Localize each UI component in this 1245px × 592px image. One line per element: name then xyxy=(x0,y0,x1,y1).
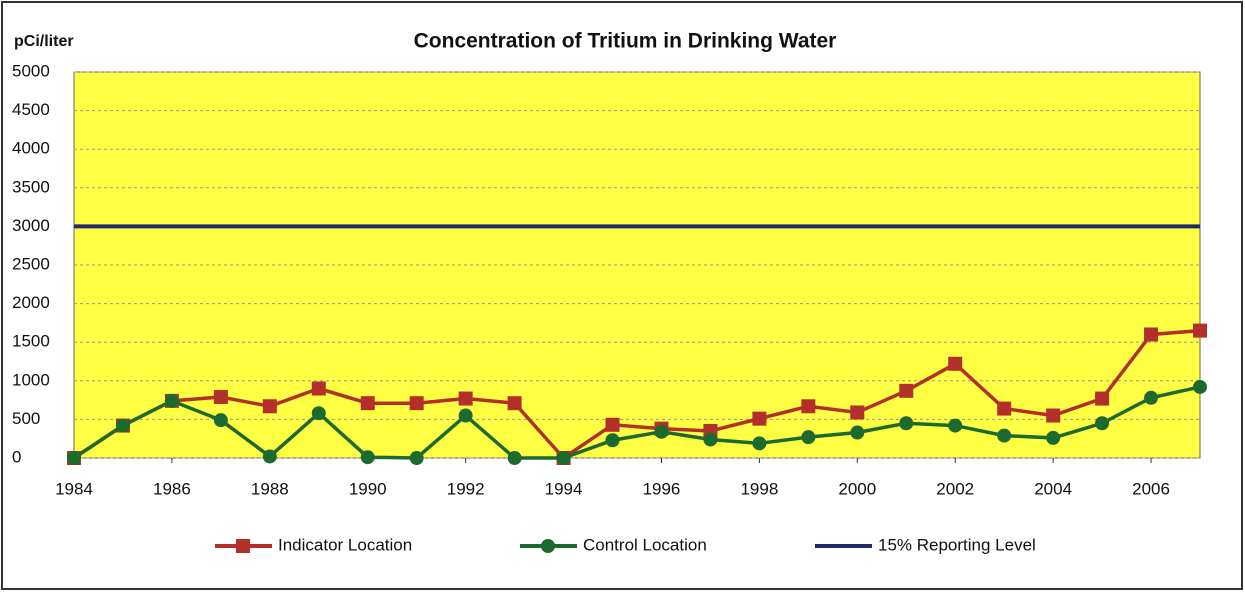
point-marker xyxy=(850,405,865,420)
point-marker xyxy=(948,356,963,371)
legend-label: Indicator Location xyxy=(278,535,412,554)
point-marker xyxy=(262,399,277,414)
point-marker xyxy=(605,433,620,448)
point-marker xyxy=(899,383,914,398)
x-tick-label: 1996 xyxy=(643,479,681,498)
point-marker xyxy=(164,393,179,408)
point-marker xyxy=(409,396,424,411)
point-marker xyxy=(654,424,669,439)
x-tick-label: 1986 xyxy=(153,479,191,498)
y-tick-label: 5000 xyxy=(12,61,50,80)
x-tick-label: 2002 xyxy=(936,479,974,498)
point-marker xyxy=(899,416,914,431)
y-tick-label: 2000 xyxy=(12,293,50,312)
x-tick-label: 1998 xyxy=(740,479,778,498)
series-line xyxy=(73,328,1201,461)
point-marker xyxy=(556,451,571,465)
x-tick-label: 1994 xyxy=(545,479,583,498)
x-tick-label: 1992 xyxy=(447,479,485,498)
point-marker xyxy=(507,451,522,465)
y-tick-label: 500 xyxy=(12,409,40,428)
point-marker xyxy=(948,418,963,433)
x-tick-label: 2006 xyxy=(1132,479,1170,498)
point-marker xyxy=(541,539,555,553)
series-line xyxy=(73,385,1201,460)
y-axis-label: pCi/liter xyxy=(14,33,74,50)
point-marker xyxy=(67,451,81,465)
point-marker xyxy=(213,390,228,405)
point-marker xyxy=(752,411,767,426)
legend-label: Control Location xyxy=(583,535,707,554)
x-tick-label: 1990 xyxy=(349,479,387,498)
y-tick-label: 2500 xyxy=(12,254,50,273)
x-tick-label: 2000 xyxy=(838,479,876,498)
point-marker xyxy=(458,391,473,406)
point-marker xyxy=(360,396,375,411)
legend-label: 15% Reporting Level xyxy=(878,535,1036,554)
point-marker xyxy=(850,425,865,440)
point-marker xyxy=(409,451,424,465)
point-marker xyxy=(213,413,228,428)
point-marker xyxy=(458,408,473,423)
point-marker xyxy=(507,396,522,411)
point-marker xyxy=(1144,327,1159,342)
point-marker xyxy=(311,381,326,396)
x-tick-label: 2004 xyxy=(1034,479,1072,498)
point-marker xyxy=(262,449,277,464)
point-marker xyxy=(115,418,130,433)
x-tick-label: 1988 xyxy=(251,479,289,498)
point-marker xyxy=(1095,416,1110,431)
y-tick-label: 1000 xyxy=(12,370,50,389)
point-marker xyxy=(752,436,767,451)
point-marker xyxy=(1046,408,1061,423)
point-marker xyxy=(1046,430,1061,445)
y-tick-label: 4500 xyxy=(12,100,50,119)
chart-title: Concentration of Tritium in Drinking Wat… xyxy=(414,30,837,53)
point-marker xyxy=(997,428,1012,443)
point-marker xyxy=(997,401,1012,416)
point-marker xyxy=(1193,379,1207,394)
y-tick-label: 0 xyxy=(12,447,21,466)
point-marker xyxy=(703,432,718,447)
point-marker xyxy=(1144,390,1159,405)
point-marker xyxy=(801,399,816,414)
point-marker xyxy=(311,406,326,421)
x-tick-label: 1984 xyxy=(55,479,93,498)
point-marker xyxy=(360,450,375,465)
point-marker xyxy=(801,430,816,445)
point-marker xyxy=(1193,323,1207,338)
y-tick-label: 4000 xyxy=(12,139,50,158)
point-marker xyxy=(1095,391,1110,406)
point-marker xyxy=(236,539,250,553)
y-tick-label: 3000 xyxy=(12,216,50,235)
y-tick-label: 3500 xyxy=(12,177,50,196)
y-tick-label: 1500 xyxy=(12,332,50,351)
point-marker xyxy=(605,417,620,432)
